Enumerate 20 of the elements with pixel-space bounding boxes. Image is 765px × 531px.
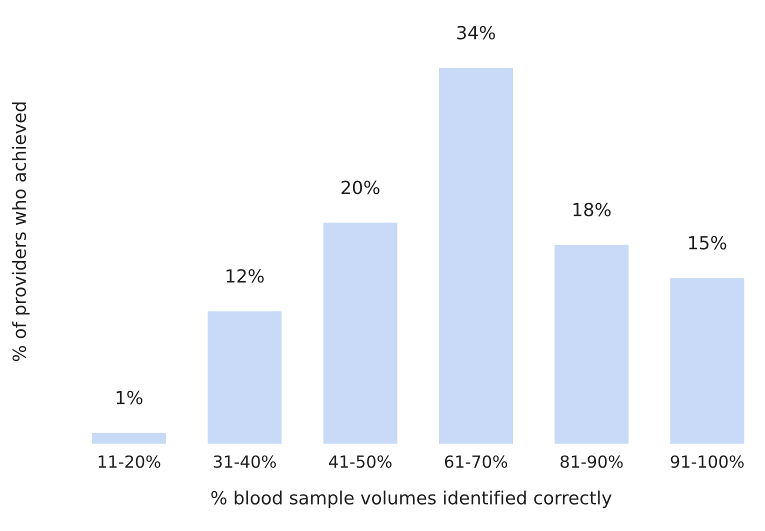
data-label: 1% — [116, 390, 142, 404]
bar — [438, 68, 513, 444]
x-tick-label: 81-90% — [560, 455, 623, 468]
data-label: 18% — [573, 202, 611, 216]
data-label: 20% — [342, 180, 380, 194]
bar — [554, 244, 629, 444]
data-label: 34% — [457, 26, 496, 40]
bar — [208, 311, 282, 444]
x-tick-label: 31-40% — [214, 455, 276, 468]
data-label: 15% — [689, 236, 726, 250]
bar — [670, 278, 744, 444]
x-axis-title: % blood sample volumes identified correctly — [211, 490, 612, 508]
x-tick-label: 11-20% — [98, 455, 160, 468]
bar — [323, 222, 398, 444]
y-axis-title: % of providers who achieved — [12, 102, 30, 362]
data-label: 12% — [226, 269, 264, 283]
x-tick-label: 91-100% — [670, 455, 744, 468]
x-tick-label: 41-50% — [328, 455, 392, 468]
bar — [92, 432, 166, 444]
x-tick-label: 61-70% — [444, 455, 508, 468]
